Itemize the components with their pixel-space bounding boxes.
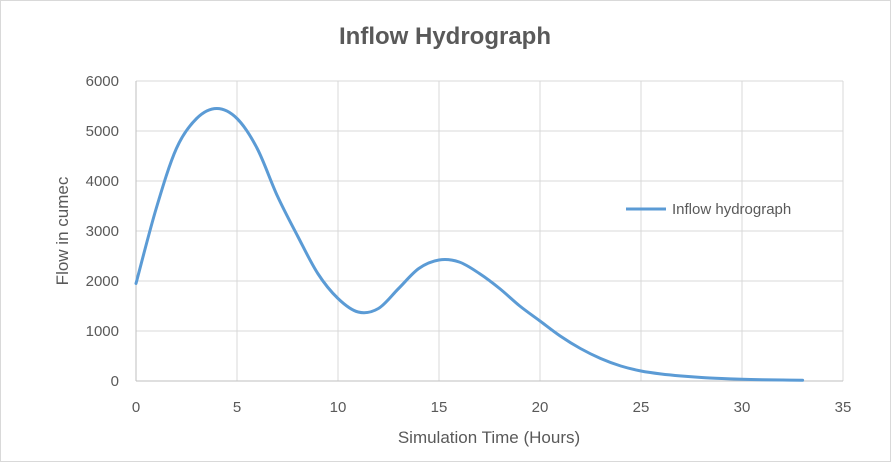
chart-title: Inflow Hydrograph [339, 23, 551, 50]
y-axis-label: Flow in cumec [53, 176, 72, 285]
x-tick-label: 0 [132, 399, 140, 416]
tick-labels: 0 1000 2000 3000 4000 5000 6000 0 5 10 15 20 25 30 35 [86, 73, 852, 416]
x-tick-label: 10 [330, 399, 347, 416]
y-tick-label: 2000 [86, 273, 119, 290]
y-tick-label: 0 [111, 373, 119, 390]
gridlines [136, 80, 844, 381]
x-tick-label: 35 [835, 399, 852, 416]
y-tick-label: 4000 [86, 173, 119, 190]
series-line-inflow-hydrograph [134, 107, 805, 382]
series-lines [134, 107, 805, 382]
y-tick-label: 3000 [86, 223, 119, 240]
x-tick-label: 30 [734, 399, 751, 416]
x-tick-label: 15 [431, 399, 448, 416]
y-tick-label: 1000 [86, 323, 119, 340]
axes [135, 81, 843, 382]
y-tick-label: 5000 [86, 123, 119, 140]
legend-label: Inflow hydrograph [672, 201, 791, 218]
y-tick-label: 6000 [86, 73, 119, 90]
x-axis-label: Simulation Time (Hours) [398, 428, 580, 447]
legend: Inflow hydrograph [626, 201, 791, 218]
x-tick-label: 25 [633, 399, 650, 416]
x-tick-label: 5 [233, 399, 241, 416]
x-tick-label: 20 [532, 399, 549, 416]
